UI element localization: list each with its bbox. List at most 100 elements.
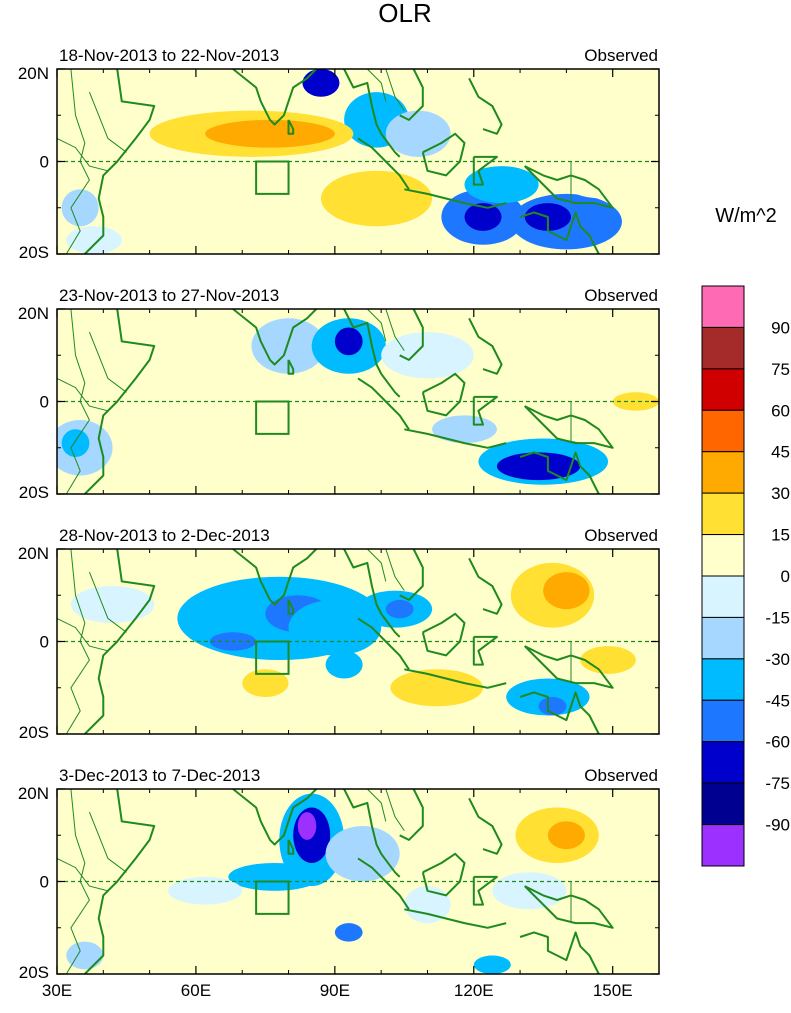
- country-border: [65, 69, 90, 254]
- coastline: [232, 309, 318, 366]
- olr-anomaly-contour: [61, 429, 90, 457]
- olr-anomaly-contour: [580, 646, 636, 674]
- olr-anomaly-contour: [464, 203, 502, 231]
- panel-observed-label: Observed: [584, 766, 658, 785]
- country-border: [385, 69, 405, 111]
- x-tick-label: 30E: [42, 981, 72, 1000]
- country-border: [65, 789, 90, 974]
- coastline: [404, 668, 507, 689]
- coastline: [468, 317, 503, 375]
- coastline: [399, 309, 424, 361]
- colorbar-label: -90: [765, 816, 790, 835]
- colorbar-label: 30: [771, 484, 790, 503]
- y-tick-label: 0: [40, 873, 49, 892]
- olr-field: [57, 789, 659, 974]
- panel-3: 28-Nov-2013 to 2-Dec-2013 Observed 20N 0 20S: [18, 526, 660, 742]
- coastline: [357, 617, 410, 670]
- coastline: [523, 405, 614, 449]
- coastline: [232, 789, 318, 846]
- panel-4: 3-Dec-2013 to 7-Dec-2013 Observed 20N 0 20S: [18, 766, 660, 982]
- y-tick-label: 20N: [18, 64, 49, 83]
- coastline: [287, 359, 295, 375]
- olr-anomaly-contour: [66, 941, 104, 970]
- panel-period-label: 18-Nov-2013 to 22-Nov-2013: [59, 46, 279, 65]
- olr-anomaly-contour: [432, 415, 497, 444]
- coastline: [421, 852, 466, 897]
- country-border: [57, 857, 109, 892]
- country-border: [65, 309, 90, 494]
- olr-anomaly-contour: [325, 826, 400, 882]
- olr-anomaly-contour: [168, 876, 243, 905]
- country-border: [57, 137, 109, 172]
- olr-anomaly-contour: [381, 332, 474, 379]
- colorbar-swatch: [701, 824, 745, 867]
- olr-anomaly-contour: [538, 697, 567, 716]
- olr-anomaly-contour: [61, 189, 99, 227]
- panel-1: 18-Nov-2013 to 22-Nov-2013 Observed 20N 0 20…: [18, 46, 660, 262]
- coastline: [472, 155, 498, 186]
- country-border: [366, 309, 387, 342]
- coastline: [357, 857, 410, 910]
- colorbar-swatch: [701, 616, 745, 660]
- olr-anomaly-contour: [70, 586, 155, 623]
- panel-observed-label: Observed: [584, 526, 658, 545]
- olr-anomaly-contour: [390, 669, 484, 707]
- colorbar-label: 45: [771, 443, 790, 462]
- olr-anomaly-contour: [121, 660, 215, 707]
- y-tick-label: 20S: [19, 243, 49, 262]
- colorbar-swatch: [701, 451, 745, 494]
- olr-anomaly-contour: [66, 226, 122, 254]
- country-border: [65, 549, 90, 734]
- colorbar-swatch: [701, 741, 745, 784]
- coastline: [343, 789, 401, 878]
- y-tick-label: 0: [40, 633, 49, 652]
- olr-anomaly-contour: [334, 327, 363, 356]
- olr-anomaly-contour: [612, 392, 659, 411]
- y-tick-label: 20N: [18, 784, 49, 803]
- coastline: [468, 77, 503, 135]
- colorbar-swatch: [701, 699, 745, 743]
- colorbar-label: -60: [765, 733, 790, 752]
- olr-anomaly-contour: [496, 452, 581, 481]
- coastline: [404, 908, 507, 929]
- coastline: [357, 377, 410, 430]
- olr-anomaly-contour: [547, 821, 585, 850]
- colorbar-swatch: [701, 368, 745, 411]
- coastline: [421, 372, 466, 417]
- country-border: [385, 549, 405, 591]
- olr-anomaly-contour: [302, 69, 340, 97]
- x-tick-label: 150E: [593, 981, 633, 1000]
- colorbar-swatch: [701, 658, 745, 701]
- olr-anomaly-contour: [297, 812, 317, 840]
- y-tick-label: 20S: [19, 963, 49, 982]
- coastline: [519, 211, 600, 254]
- olr-field: [57, 69, 659, 254]
- x-tick-label: 120E: [454, 981, 494, 1000]
- colorbar-label: -30: [765, 650, 790, 669]
- country-border: [88, 331, 127, 393]
- coastline: [399, 789, 424, 841]
- olr-field: [57, 309, 659, 494]
- coastline: [472, 395, 498, 426]
- coastline: [523, 885, 614, 929]
- coastline: [468, 557, 503, 615]
- olr-anomaly-contour: [228, 863, 321, 891]
- coastline: [421, 132, 466, 177]
- coastline: [399, 69, 424, 121]
- colorbar-swatch: [701, 285, 745, 328]
- country-border: [88, 811, 127, 873]
- coastline: [404, 428, 507, 449]
- olr-anomaly-contour: [172, 410, 266, 457]
- coastline: [472, 875, 498, 906]
- y-tick-label: 20S: [19, 483, 49, 502]
- colorbar-label: 90: [771, 318, 790, 337]
- country-border: [385, 789, 405, 831]
- coastline: [343, 69, 401, 158]
- country-border: [57, 377, 109, 412]
- olr-anomaly-contour: [515, 318, 659, 393]
- coastline: [84, 789, 156, 974]
- coastline: [343, 309, 401, 398]
- index-box: [255, 400, 290, 435]
- chart-title: OLR: [378, 0, 431, 28]
